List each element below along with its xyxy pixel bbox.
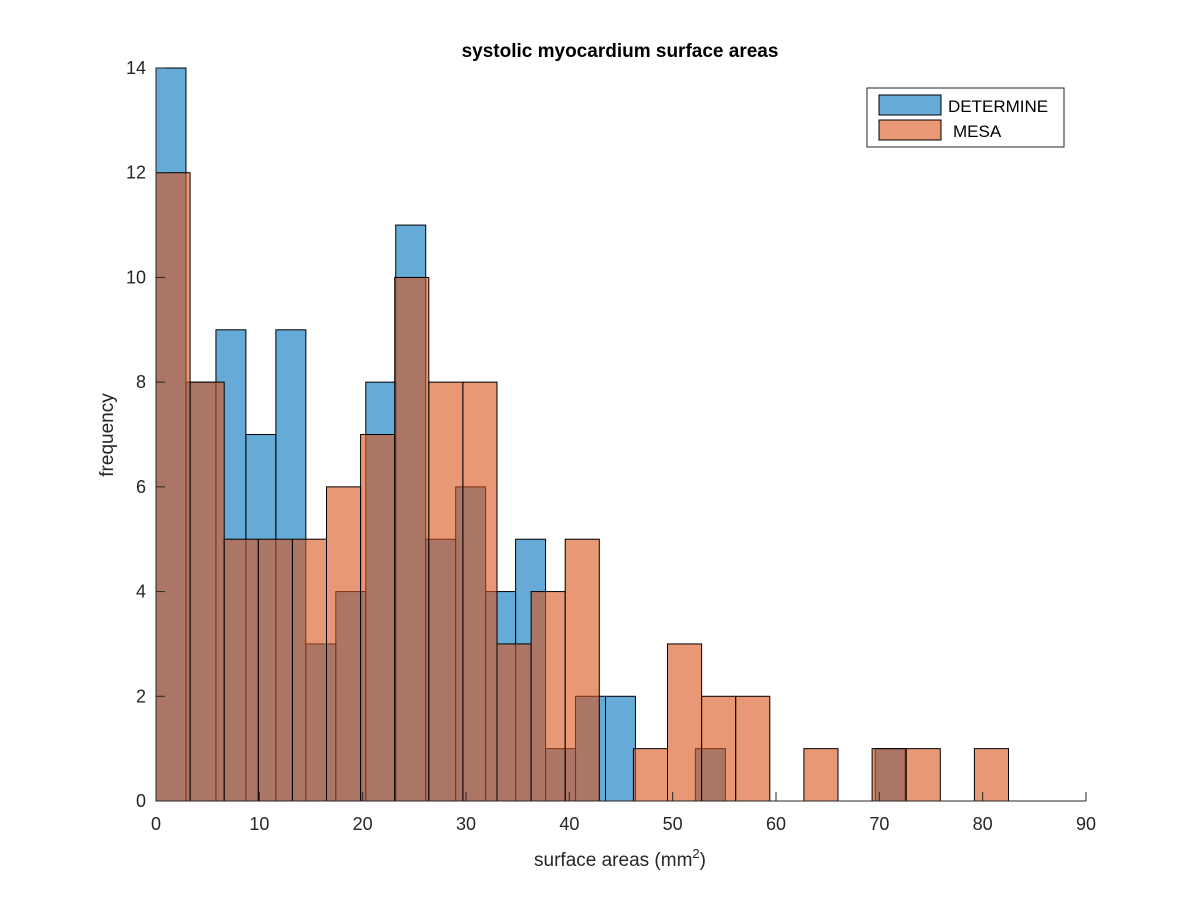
bar-determine-15 [605, 695, 636, 802]
x-tick-label: 40 [559, 814, 579, 834]
bar-mesa-6 [360, 434, 396, 802]
x-tick-label: 20 [353, 814, 373, 834]
series-mesa [155, 172, 1010, 802]
y-tick-label: 12 [126, 163, 146, 183]
bar-mesa-3 [257, 538, 293, 802]
bar-mesa-9 [462, 381, 498, 802]
bar-mesa-22 [905, 748, 941, 802]
y-tick-label: 0 [136, 791, 146, 811]
x-tick-label: 70 [869, 814, 889, 834]
bar-mesa-14 [632, 748, 669, 802]
bar-mesa-8 [428, 381, 464, 802]
bar-mesa-19 [803, 748, 839, 802]
x-axis-label-main: surface areas (mm [534, 850, 692, 871]
bar-mesa-15 [667, 643, 703, 802]
bar-mesa-2 [223, 538, 259, 802]
bar-mesa-4 [291, 538, 327, 802]
bar-mesa-12 [564, 538, 600, 802]
chart-title: systolic myocardium surface areas [462, 41, 779, 62]
axes-layer: 0 10 20 30 40 50 60 70 80 90 0 2 4 6 8 10 12 14 [126, 58, 1096, 834]
bar-mesa-1 [189, 381, 225, 802]
x-tick-label: 60 [766, 814, 786, 834]
x-tick-label: 0 [151, 814, 161, 834]
y-tick-label: 6 [136, 477, 146, 497]
y-tick-label: 4 [136, 582, 146, 602]
legend-label-determine: DETERMINE [948, 97, 1048, 116]
x-tick-label: 50 [663, 814, 683, 834]
x-tick-label: 80 [973, 814, 993, 834]
y-tick-label: 8 [136, 372, 146, 392]
y-tick-label: 2 [136, 686, 146, 706]
bar-mesa-16 [701, 695, 737, 802]
bar-mesa-11 [530, 591, 566, 802]
x-axis-label-superscript: 2 [692, 846, 699, 861]
x-tick-label: 90 [1076, 814, 1096, 834]
bar-mesa-24 [973, 748, 1010, 802]
bar-mesa-7 [394, 276, 430, 802]
x-tick-label: 10 [249, 814, 269, 834]
bar-mesa-10 [496, 643, 532, 802]
bars-layer [155, 67, 1010, 802]
x-tick-label: 30 [456, 814, 476, 834]
legend-swatch-determine [878, 94, 942, 116]
x-axis-label-end: ) [700, 850, 706, 871]
legend-swatch-mesa [878, 119, 942, 141]
y-tick-label: 14 [126, 58, 146, 78]
bar-mesa-17 [735, 695, 771, 802]
y-tick-label: 10 [126, 267, 146, 287]
bar-mesa-5 [326, 486, 362, 802]
x-axis-label: surface areas (mm2) [534, 846, 706, 871]
y-axis-label: frequency [97, 393, 118, 477]
legend-label-mesa: MESA [953, 122, 1002, 141]
bar-mesa-21 [871, 748, 907, 802]
legend: DETERMINE MESA [866, 87, 1065, 148]
